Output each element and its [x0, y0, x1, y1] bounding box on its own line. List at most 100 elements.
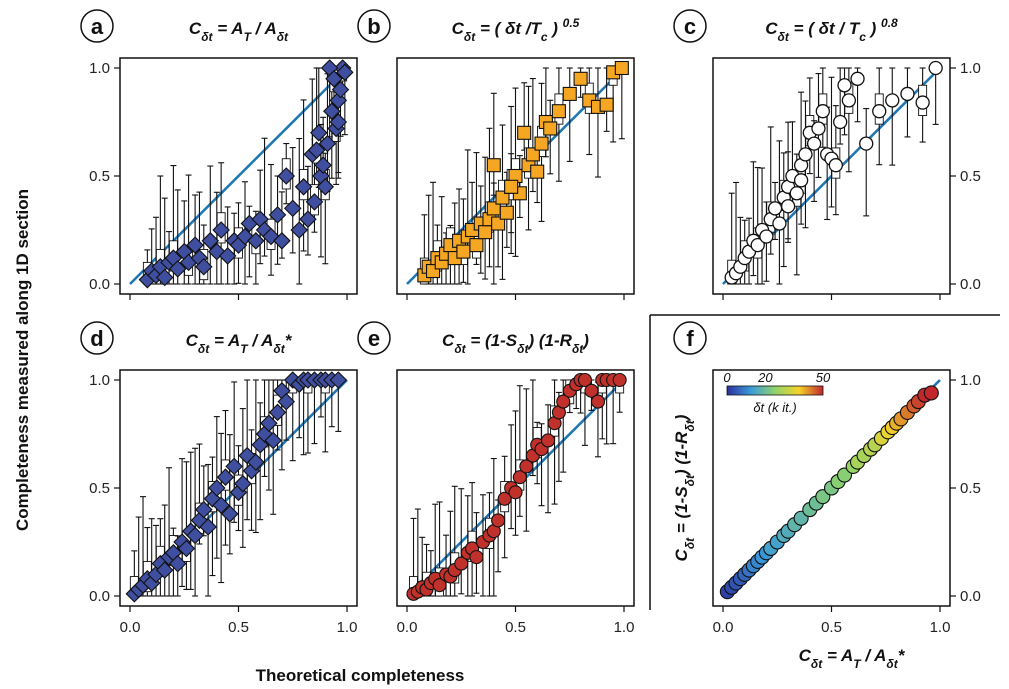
- data-point: [195, 500, 213, 519]
- data-point: [928, 60, 943, 76]
- y-tick-label: 0.0: [960, 276, 981, 293]
- data-point: [780, 199, 796, 214]
- panel-title: Cδt = AT / Aδt: [189, 19, 289, 44]
- y-tick-label: 0.0: [89, 276, 110, 293]
- data-point: [885, 93, 900, 108]
- data-point: [316, 178, 335, 196]
- data-point: [277, 167, 296, 185]
- data-point: [811, 121, 826, 136]
- data-point: [329, 113, 348, 131]
- y-tick-label: 0.5: [89, 168, 110, 185]
- panel-letter: f: [686, 326, 694, 351]
- colorbar-tick-label: 0: [723, 370, 731, 385]
- data-point: [247, 232, 265, 250]
- y-tick-label: 1.0: [960, 372, 981, 389]
- data-point: [469, 550, 484, 565]
- data-point: [199, 518, 217, 536]
- data-point: [850, 71, 865, 86]
- panel-title: Cδt = (1-Sδt) (1-Rδt): [442, 331, 589, 356]
- data-point: [534, 136, 549, 151]
- data-point: [599, 97, 614, 112]
- data-point: [525, 147, 540, 162]
- data-point: [530, 164, 545, 179]
- data-point: [260, 414, 278, 432]
- data-point: [577, 372, 592, 388]
- x-tick-label: 0.5: [821, 619, 842, 636]
- data-point: [299, 210, 317, 228]
- panel-letter: c: [684, 14, 696, 39]
- data-point: [277, 392, 296, 411]
- data-point: [612, 372, 627, 388]
- data-point: [305, 193, 324, 211]
- data-point: [614, 60, 629, 76]
- data-point: [837, 78, 852, 93]
- data-point: [208, 479, 226, 497]
- y-tick-label: 0.5: [960, 480, 981, 497]
- panel-e: 0.0 0.5 1.0 e Cδt = (1-Sδt) (1-Rδt): [357, 321, 635, 636]
- panel-f: 0.0 0.0 0.5 0.5 1.0 1.0 f 0 20 50 δt (k it.) Cδt = …: [672, 321, 981, 671]
- data-point: [562, 86, 577, 101]
- data-point: [155, 268, 174, 287]
- panel-letter-badge: [357, 9, 391, 43]
- data-point: [325, 70, 343, 88]
- data-point: [186, 236, 204, 254]
- x-tick-label: 0.0: [397, 619, 418, 636]
- one-to-one-line: [129, 67, 348, 285]
- data-point: [310, 124, 328, 142]
- panel-a: 0.0 0.5 1.0 a Cδt = AT / Aδt: [80, 9, 358, 300]
- panel-b: b Cδt = ( δt /Tc ) 0.5: [357, 9, 635, 300]
- data-point: [331, 80, 350, 99]
- x-tick-label: 1.0: [930, 619, 951, 636]
- data-point: [155, 561, 174, 579]
- panel-f-xlabel: Cδt = AT / Aδt*: [799, 646, 906, 671]
- data-point: [168, 554, 187, 573]
- data-point: [294, 178, 313, 196]
- panel-letter-badge: [80, 321, 114, 355]
- data-point: [815, 104, 830, 119]
- data-point: [307, 141, 326, 159]
- data-point: [590, 394, 606, 409]
- data-point: [551, 104, 566, 119]
- data-point: [512, 470, 527, 485]
- data-point: [789, 186, 804, 201]
- data-point: [177, 539, 196, 558]
- data-point: [859, 136, 874, 151]
- panel-c: 0.0 0.5 1.0 c Cδt = ( δt / Tc ) 0.8: [673, 9, 981, 300]
- data-point: [872, 104, 887, 119]
- panel-letter-badge: [357, 321, 391, 355]
- data-point: [793, 173, 809, 188]
- data-point: [201, 232, 220, 250]
- colorbar: [726, 385, 824, 396]
- data-point: [432, 578, 447, 593]
- x-tick-label: 1.0: [614, 619, 635, 636]
- y-tick-label: 1.0: [960, 60, 981, 77]
- panel-title: Cδt = ( δt /Tc ) 0.5: [452, 16, 580, 44]
- y-axis-title: Completeness measured along 1D section: [13, 189, 32, 531]
- data-point: [221, 505, 239, 523]
- y-tick-label: 1.0: [89, 60, 110, 77]
- data-point: [495, 190, 510, 205]
- data-point: [469, 238, 484, 253]
- data-point: [195, 257, 213, 276]
- y-tick-label: 0.5: [960, 168, 981, 185]
- data-point: [806, 136, 822, 151]
- data-point: [833, 114, 848, 130]
- data-point: [454, 556, 469, 571]
- panel-letter-badge: [80, 9, 114, 43]
- data-point: [478, 225, 493, 240]
- data-point: [212, 221, 230, 239]
- data-point: [772, 216, 787, 231]
- data-point: [828, 158, 843, 173]
- data-point: [491, 513, 506, 528]
- data-point: [923, 385, 939, 401]
- panel-letter-badge: [673, 321, 707, 355]
- data-point: [798, 147, 813, 162]
- data-point: [329, 371, 348, 389]
- data-point: [212, 496, 230, 515]
- data-point: [318, 134, 337, 153]
- y-tick-label: 0.0: [89, 588, 110, 605]
- data-point: [556, 394, 571, 409]
- data-point: [268, 206, 287, 224]
- data-point: [497, 491, 512, 506]
- data-point: [225, 457, 243, 476]
